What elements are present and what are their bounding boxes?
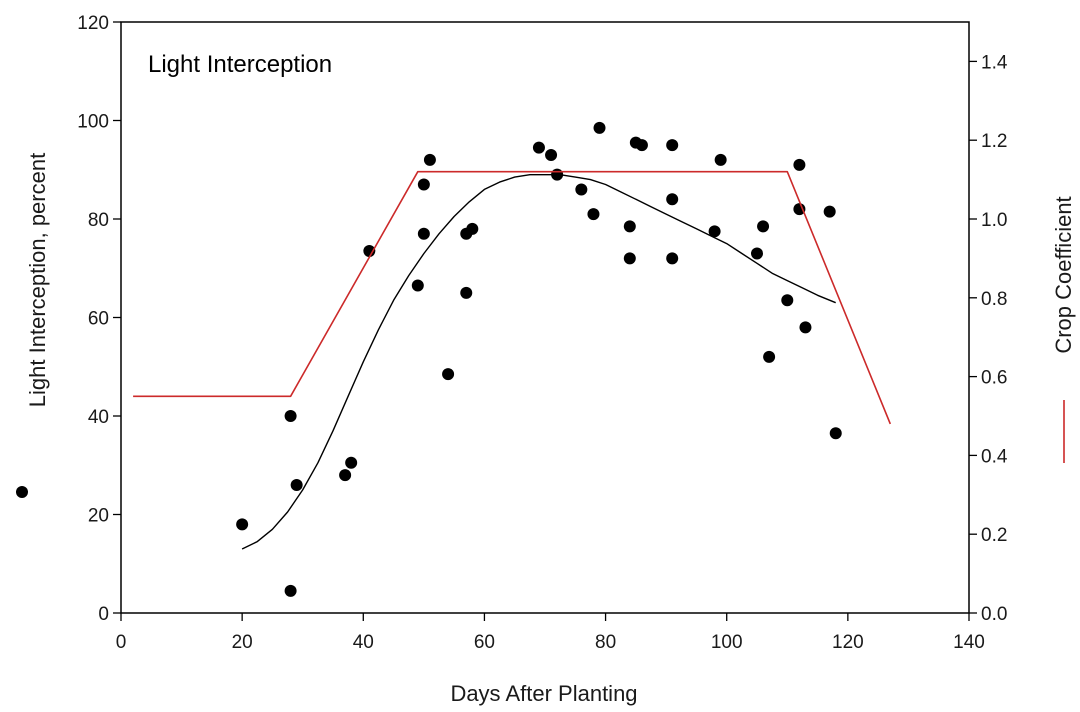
plot-area xyxy=(133,121,892,597)
y-tick-label: 20 xyxy=(88,506,109,527)
y-axis-title: Light Interception, percent xyxy=(25,153,50,407)
data-point xyxy=(763,350,776,363)
x-tick-label: 100 xyxy=(711,632,743,653)
data-point xyxy=(781,294,794,307)
y2-axis-ticks: 0.0 0.2 0.4 0.6 0.8 1.0 1.2 1.4 xyxy=(969,52,1008,625)
data-point xyxy=(751,247,763,260)
data-point xyxy=(417,227,430,240)
y-axis-ticks: 0 20 40 60 80 100 120 xyxy=(77,13,121,625)
y-tick-label: 60 xyxy=(88,309,109,330)
y2-tick-label: 0.4 xyxy=(981,446,1008,467)
y-tick-label: 100 xyxy=(77,112,109,133)
data-point xyxy=(290,478,303,491)
data-point xyxy=(666,139,679,152)
x-tick-label: 120 xyxy=(832,632,864,653)
y2-axis-title: Crop Coefficient xyxy=(1051,196,1076,353)
data-point xyxy=(793,203,806,216)
y2-tick-label: 1.2 xyxy=(981,131,1007,152)
data-point xyxy=(593,121,606,134)
data-point xyxy=(575,183,588,196)
data-point xyxy=(423,153,436,166)
data-point xyxy=(829,427,842,440)
crop-coefficient-line xyxy=(133,170,892,425)
fit-curve-line xyxy=(241,173,836,550)
data-point xyxy=(757,220,770,233)
data-point xyxy=(345,456,358,469)
data-point xyxy=(635,139,648,152)
data-point xyxy=(339,469,352,482)
y-tick-label: 0 xyxy=(98,604,109,625)
y-tick-label: 80 xyxy=(88,210,109,231)
axes xyxy=(120,21,970,614)
data-point xyxy=(284,584,297,597)
x-axis-ticks: 0 20 40 60 80 100 120 140 xyxy=(116,613,985,653)
legend-marker-points xyxy=(16,486,28,498)
data-point xyxy=(714,153,727,166)
x-axis-title: Days After Planting xyxy=(450,681,637,706)
data-point xyxy=(623,252,636,265)
data-point xyxy=(236,518,249,531)
y-tick-label: 40 xyxy=(88,407,109,428)
y2-tick-label: 0.2 xyxy=(981,525,1007,546)
data-point xyxy=(442,368,455,381)
x-tick-label: 140 xyxy=(953,632,985,653)
y2-tick-label: 0.8 xyxy=(981,289,1007,310)
data-point xyxy=(363,245,376,258)
y-tick-label: 120 xyxy=(77,13,109,34)
data-point xyxy=(823,205,836,218)
x-tick-label: 60 xyxy=(474,632,495,653)
chart-title: Light Interception xyxy=(148,51,332,78)
data-point xyxy=(466,222,479,235)
y2-tick-label: 0.6 xyxy=(981,368,1007,389)
data-point xyxy=(532,141,545,154)
x-tick-label: 80 xyxy=(595,632,616,653)
x-tick-label: 0 xyxy=(116,632,127,653)
data-point xyxy=(708,225,721,238)
data-point xyxy=(284,410,297,422)
data-point xyxy=(666,193,679,206)
data-point xyxy=(587,208,600,221)
y2-tick-label: 1.0 xyxy=(981,210,1007,231)
y2-tick-label: 0.0 xyxy=(981,604,1007,625)
plot-frame xyxy=(120,21,970,614)
data-point xyxy=(623,220,636,233)
data-point xyxy=(411,279,424,292)
x-tick-label: 40 xyxy=(353,632,374,653)
data-point xyxy=(417,178,430,191)
data-point xyxy=(545,148,558,161)
x-tick-label: 20 xyxy=(232,632,253,653)
data-point xyxy=(793,158,806,171)
data-point xyxy=(460,286,473,299)
y2-tick-label: 1.4 xyxy=(981,52,1008,73)
data-point xyxy=(666,252,679,265)
data-point xyxy=(799,321,812,334)
